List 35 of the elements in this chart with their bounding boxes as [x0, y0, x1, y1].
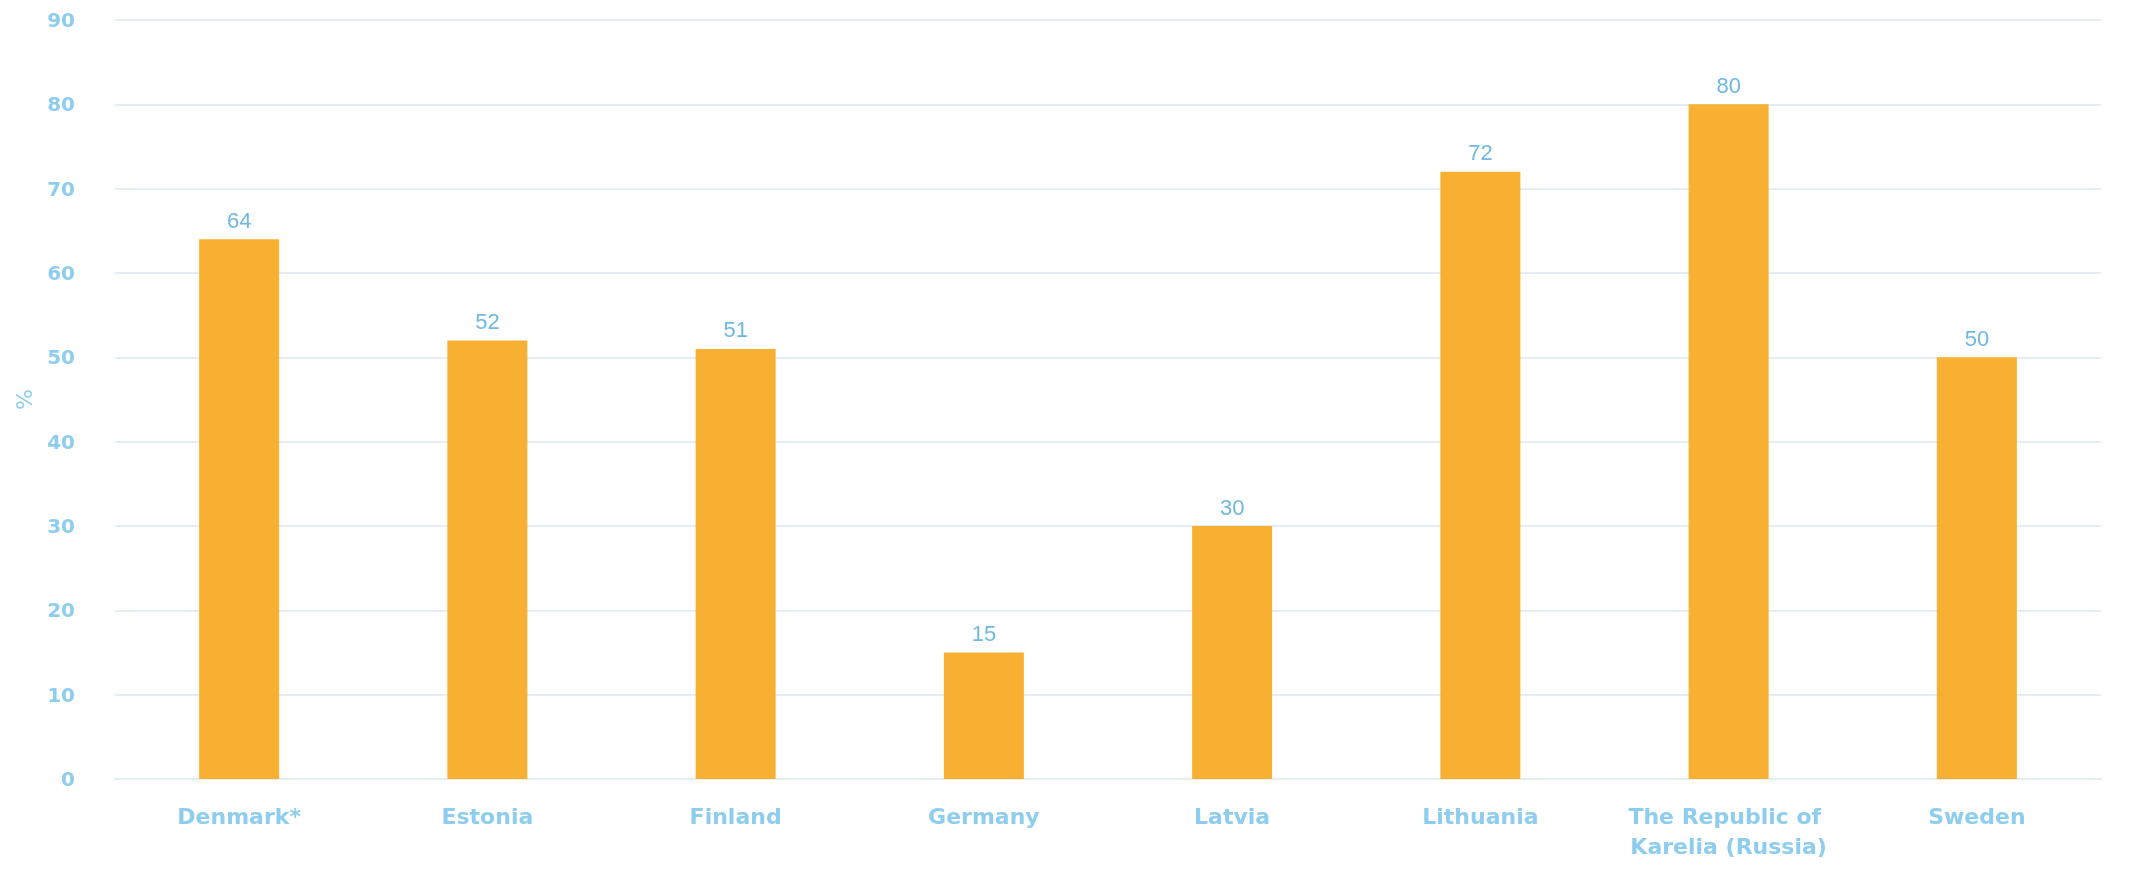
y-tick-label: 10	[47, 682, 75, 707]
bar	[943, 652, 1024, 779]
y-tick-label: 80	[47, 92, 75, 117]
data-label: 50	[1964, 325, 1990, 351]
bar	[1688, 104, 1769, 779]
bar	[1192, 526, 1273, 779]
x-tick-label: Finland	[689, 803, 782, 829]
bar	[695, 348, 776, 779]
data-label: 51	[723, 317, 748, 343]
bar	[199, 239, 280, 779]
y-tick-label: 50	[47, 345, 75, 370]
data-label: 30	[1219, 494, 1245, 520]
bar	[1936, 357, 2017, 779]
x-tick-label: Germany	[928, 803, 1040, 829]
x-tick-label: Denmark*	[177, 803, 302, 829]
x-tick-label: Sweden	[1928, 803, 2026, 829]
data-label: 72	[1468, 140, 1493, 166]
y-tick-label: 60	[47, 261, 75, 285]
x-tick-label: Latvia	[1194, 803, 1271, 829]
y-tick-label: 70	[47, 176, 75, 201]
bar	[1440, 171, 1521, 779]
y-tick-label: 0	[61, 767, 75, 791]
data-label: 80	[1716, 72, 1741, 98]
x-tick-label: Lithuania	[1422, 803, 1539, 829]
y-axis-title: %	[11, 389, 37, 410]
y-tick-label: 40	[47, 429, 75, 454]
y-tick-label: 20	[47, 598, 75, 623]
data-label: 52	[475, 308, 500, 334]
x-tick-label: Estonia	[441, 803, 534, 829]
data-label: 15	[971, 621, 997, 646]
y-tick-label: 90	[47, 8, 75, 32]
y-tick-label: 30	[47, 514, 75, 538]
bar	[447, 340, 528, 779]
data-label: 64	[226, 207, 252, 233]
x-tick-label: The Republic of Karelia (Russia)	[1628, 803, 1829, 859]
